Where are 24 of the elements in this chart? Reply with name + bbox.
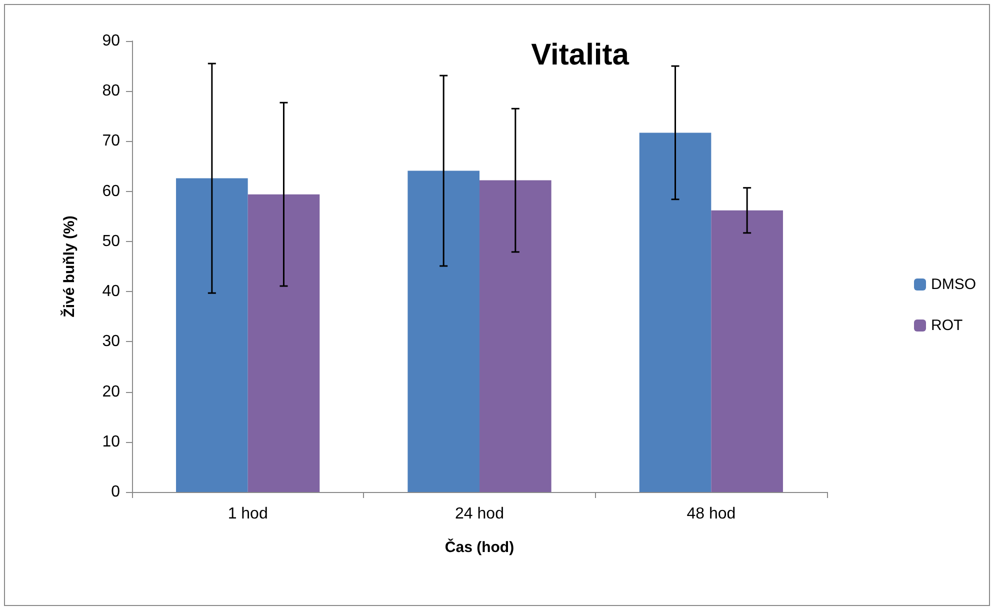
y-tick-label: 10 bbox=[102, 433, 120, 450]
y-tick-label: 90 bbox=[102, 32, 120, 50]
bar bbox=[639, 132, 712, 492]
x-axis-title: Čas (hod) bbox=[444, 538, 514, 556]
y-tick-label: 60 bbox=[102, 182, 120, 200]
y-tick-label: 40 bbox=[102, 283, 120, 300]
y-tick-label: 20 bbox=[102, 383, 120, 400]
legend-label: ROT bbox=[931, 317, 963, 334]
y-tick-label: 70 bbox=[102, 132, 120, 150]
x-tick-label: 24 hod bbox=[455, 506, 504, 522]
x-tick-label: 48 hod bbox=[686, 506, 736, 522]
y-tick-label: 80 bbox=[102, 82, 120, 100]
y-tick-label: 0 bbox=[111, 484, 120, 500]
legend-label: DMSO bbox=[931, 276, 976, 293]
y-axis-title: Živé buňly (%) bbox=[60, 216, 78, 318]
x-tick-label: 1 hod bbox=[228, 506, 268, 522]
bar bbox=[408, 170, 480, 492]
bar bbox=[176, 178, 248, 492]
bar bbox=[711, 210, 783, 492]
bar bbox=[248, 194, 320, 492]
chart-title: Vitalita bbox=[531, 38, 630, 72]
y-tick-label: 30 bbox=[102, 333, 120, 350]
bar bbox=[480, 180, 552, 492]
y-tick-label: 50 bbox=[102, 232, 120, 250]
